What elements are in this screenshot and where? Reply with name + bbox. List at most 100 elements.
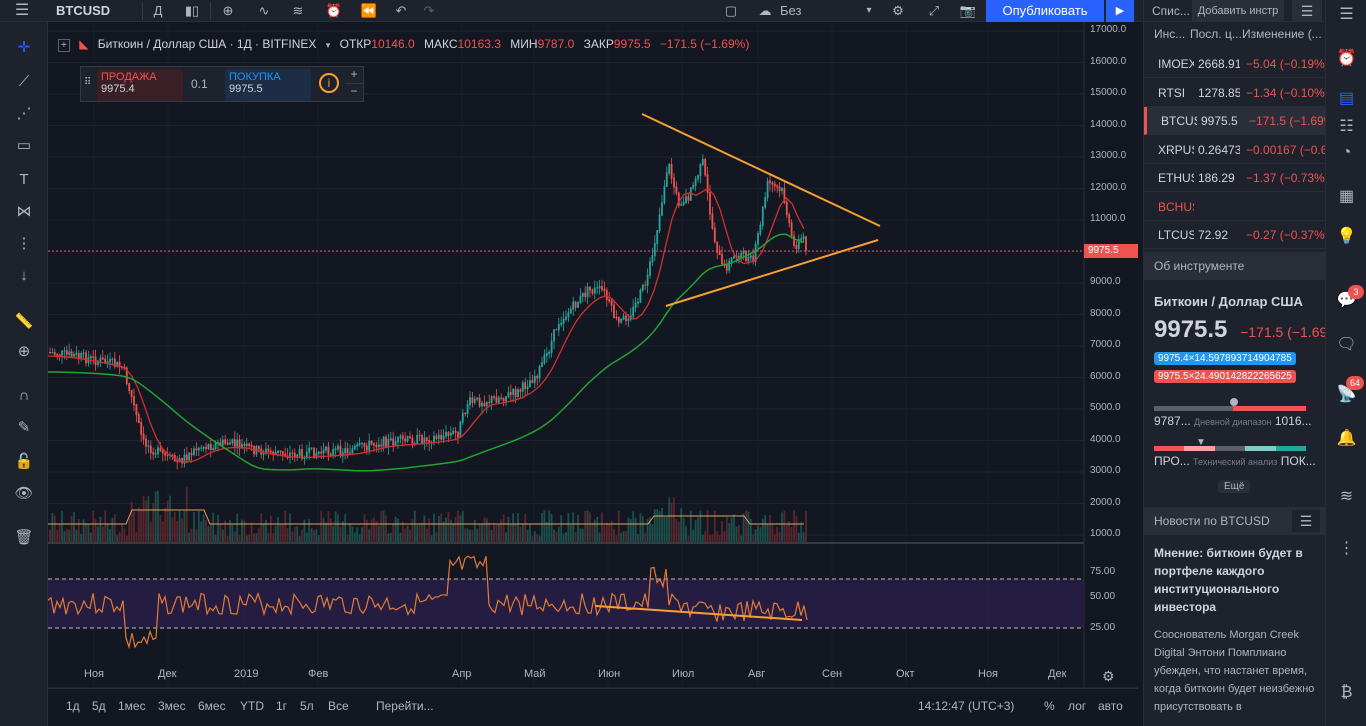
- eye-icon[interactable]: 👁: [14, 485, 34, 502]
- instrument-change: −171.5 (−1.69%): [1240, 324, 1326, 340]
- scale-option[interactable]: лог: [1068, 699, 1087, 713]
- goto-date-button[interactable]: Перейти...: [376, 699, 434, 713]
- minus-icon[interactable]: −: [350, 84, 358, 98]
- buy-button[interactable]: ПОКУПКА 9975.5: [225, 69, 311, 101]
- plus-icon[interactable]: +: [345, 67, 363, 84]
- calendar-grid-icon[interactable]: ▦: [1338, 188, 1355, 205]
- legend-gear-icon[interactable]: ▾: [325, 40, 331, 50]
- news-title[interactable]: Мнение: биткоин будет в портфеле каждого…: [1154, 546, 1303, 614]
- interval-button[interactable]: Д: [153, 3, 163, 18]
- timeframe-button[interactable]: 1д: [66, 699, 80, 713]
- alert-icon[interactable]: ⏰: [325, 3, 343, 18]
- news-menu-icon[interactable]: ☰: [1292, 510, 1320, 532]
- high-label: МАКС: [424, 37, 458, 51]
- trendline-icon[interactable]: ⟋: [18, 73, 30, 90]
- watchlist-icon[interactable]: ☰: [1339, 6, 1354, 23]
- scale-option[interactable]: авто: [1098, 699, 1123, 713]
- rsi-divergence-line[interactable]: [595, 605, 803, 621]
- watchlist-row[interactable]: LTCUSD 72.92 −0.27 (−0.37%): [1144, 221, 1326, 249]
- hotlist-icon[interactable]: ◔: [1341, 144, 1352, 161]
- timeframe-button[interactable]: 5д: [92, 699, 106, 713]
- price-tick: 8000.0: [1090, 307, 1121, 319]
- watchlist-symbol: LTCUSD: [1158, 228, 1194, 242]
- bid-badge: 9975.4×14.597893714904785: [1154, 352, 1296, 365]
- play-icon[interactable]: ▶: [1106, 0, 1134, 22]
- pattern-icon[interactable]: ⋈: [16, 203, 32, 220]
- layout-name[interactable]: Без названия: [780, 3, 836, 40]
- gear-icon[interactable]: ⚙: [892, 3, 904, 18]
- ideas-icon[interactable]: 💡: [1336, 228, 1357, 245]
- info-icon[interactable]: i: [319, 73, 339, 93]
- quantity-field[interactable]: 0.1: [191, 77, 208, 91]
- chevron-down-icon[interactable]: ▾: [866, 5, 872, 16]
- timeframe-button[interactable]: 5л: [300, 699, 314, 713]
- timeframe-button[interactable]: YTD: [240, 699, 264, 713]
- trash-icon[interactable]: 🗑: [14, 529, 34, 546]
- more-button[interactable]: Ещё: [1218, 480, 1251, 493]
- templates-icon[interactable]: ≋: [292, 3, 304, 18]
- arrow-down-icon[interactable]: ↓: [20, 267, 28, 284]
- triangle-upper-line[interactable]: [641, 113, 881, 227]
- publish-button[interactable]: Опубликовать: [986, 0, 1104, 22]
- alarm-icon[interactable]: ⏰: [1336, 50, 1357, 67]
- expand-icon[interactable]: ⤢: [928, 3, 940, 18]
- watchlist-tab[interactable]: Спис...: [1152, 4, 1190, 18]
- timeframe-button[interactable]: 1мес: [118, 699, 146, 713]
- ruler-icon[interactable]: 📏: [14, 313, 34, 330]
- sell-button[interactable]: ПРОДАЖА 9975.4: [97, 69, 183, 101]
- watchlist-row[interactable]: IMOEX 2668.91 −5.04 (−0.19%): [1144, 50, 1326, 78]
- legend-title[interactable]: Биткоин / Доллар США · 1Д · BITFINEX: [97, 37, 317, 51]
- sell-label: ПРОДАЖА: [101, 71, 157, 83]
- prediction-icon[interactable]: ⋮: [16, 235, 32, 252]
- bitcoin-icon[interactable]: ₿: [1340, 684, 1353, 701]
- timeframe-button[interactable]: 1г: [276, 699, 288, 713]
- timeframe-button[interactable]: 6мес: [198, 699, 226, 713]
- candles-icon[interactable]: ▮▯: [184, 3, 200, 18]
- text-icon[interactable]: T: [19, 171, 29, 188]
- triangle-lower-line[interactable]: [665, 239, 879, 307]
- compare-icon[interactable]: ⊕: [222, 3, 234, 18]
- rectangle-icon[interactable]: ▭: [16, 137, 32, 154]
- cloud-icon[interactable]: ☁: [758, 3, 772, 18]
- trading-panel-icon[interactable]: ≋: [1339, 488, 1354, 505]
- undo-icon[interactable]: ↶: [395, 3, 407, 18]
- watchlist-row[interactable]: ETHUSD 186.29 −1.37 (−0.73%): [1144, 164, 1326, 192]
- watchlist-row[interactable]: BCHUSD: [1144, 193, 1326, 221]
- add-symbol-button[interactable]: Добавить инстр: [1192, 0, 1284, 22]
- watchlist-row[interactable]: RTSI 1278.85 −1.34 (−0.10%): [1144, 79, 1326, 107]
- camera-icon[interactable]: 📷: [959, 3, 977, 18]
- streams-icon[interactable]: 📡: [1336, 386, 1357, 403]
- collapse-icon[interactable]: +: [58, 39, 70, 52]
- watchlist-symbol: BTCUSD: [1161, 114, 1197, 128]
- zoom-icon[interactable]: ⊕: [17, 343, 31, 360]
- replay-icon[interactable]: ⏪: [360, 3, 378, 18]
- fullscreen-toggle-icon[interactable]: ▢: [724, 3, 738, 18]
- col-symbol[interactable]: Инс...: [1154, 27, 1186, 41]
- timeframe-button[interactable]: Все: [328, 699, 349, 713]
- menu-icon[interactable]: ☰: [14, 2, 30, 19]
- magnet-icon[interactable]: ∩: [18, 387, 30, 404]
- col-change[interactable]: Изменение (...: [1242, 27, 1322, 41]
- watchlist-row[interactable]: BTCUSD 9975.5 −171.5 (−1.69%): [1144, 107, 1329, 135]
- chart-area[interactable]: 17000.0 16000.0 15000.0 14000.0 13000.0 12000…: [48, 22, 1138, 726]
- calendar-icon[interactable]: ☷: [1339, 118, 1354, 135]
- col-last[interactable]: Посл. ц...: [1190, 27, 1242, 41]
- messages-icon[interactable]: 🗨: [1336, 336, 1357, 353]
- gear-icon[interactable]: ⚙: [1102, 668, 1115, 684]
- drag-handle-icon[interactable]: ⠿: [84, 77, 92, 88]
- about-header[interactable]: Об инструменте: [1144, 252, 1326, 280]
- data-window-icon[interactable]: ▤: [1338, 90, 1355, 107]
- list-menu-icon[interactable]: ☰: [1292, 0, 1322, 22]
- timeframe-button[interactable]: 3мес: [158, 699, 186, 713]
- symbol-search[interactable]: BTCUSD: [56, 3, 111, 18]
- watchlist-row[interactable]: XRPUSD 0.26473 −0.00167 (−0.63%): [1144, 136, 1326, 164]
- bell-icon[interactable]: 🔔: [1336, 430, 1357, 447]
- settings-sliders-icon[interactable]: ⋮: [1338, 540, 1355, 557]
- crosshair-icon[interactable]: ✛: [17, 39, 31, 56]
- lock-icon[interactable]: 🔓: [14, 453, 34, 470]
- indicators-icon[interactable]: ∿: [258, 3, 270, 18]
- fib-icon[interactable]: ⋰: [16, 105, 32, 122]
- redo-icon[interactable]: ↷: [423, 3, 435, 18]
- scale-option[interactable]: %: [1044, 699, 1055, 713]
- pencil-lock-icon[interactable]: ✎: [17, 419, 31, 436]
